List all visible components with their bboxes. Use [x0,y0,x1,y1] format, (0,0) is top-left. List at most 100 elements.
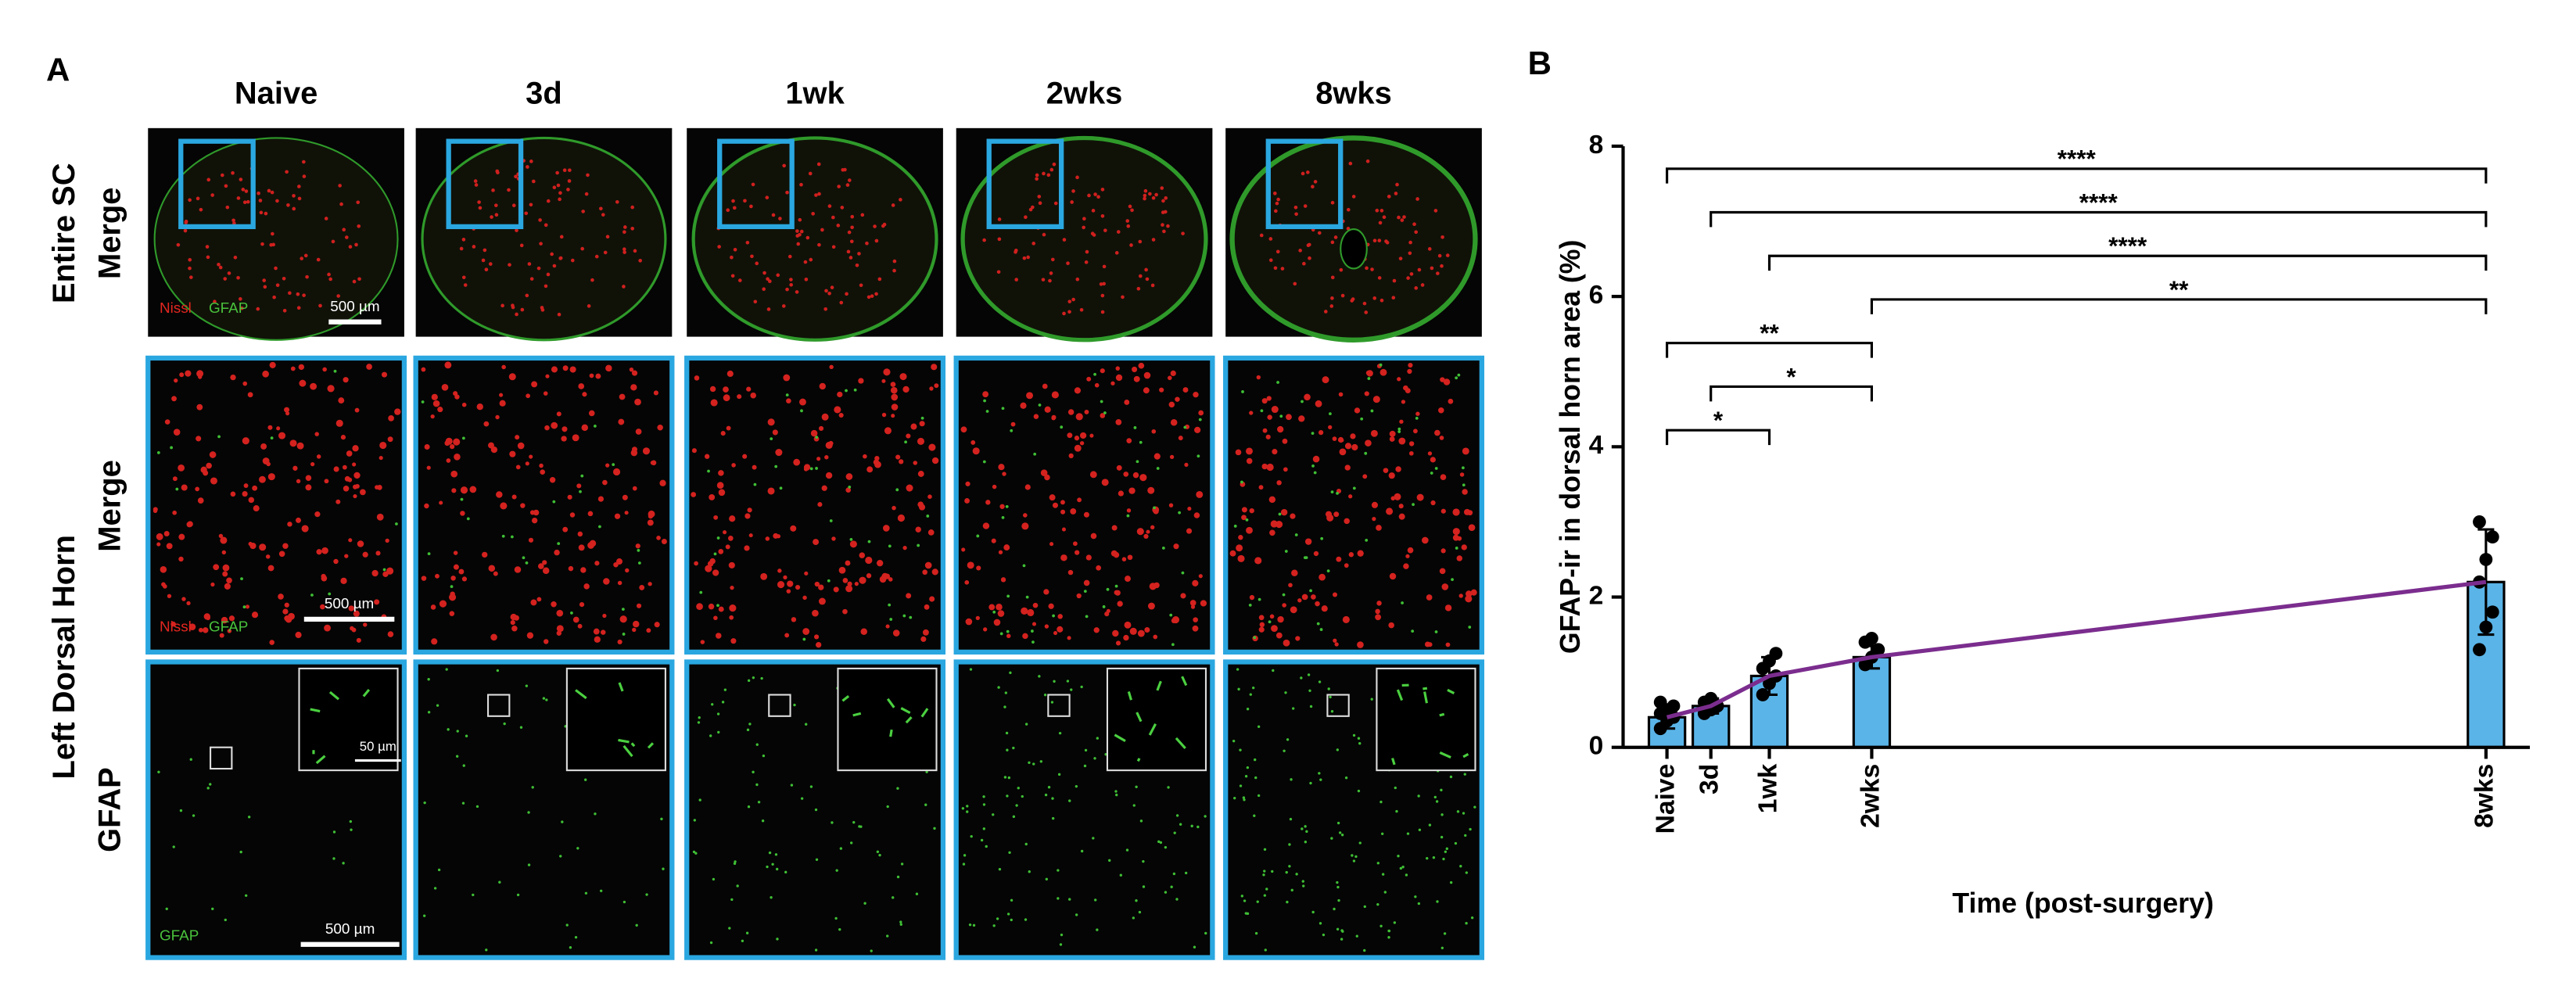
cell [528,537,534,543]
astrocyte [1033,452,1037,456]
cell [847,581,852,586]
cell [1268,258,1273,263]
cell [1060,500,1065,505]
astrocyte [1263,870,1266,873]
column-title: 8wks [1315,76,1392,110]
cell [533,509,540,516]
cell [983,627,988,632]
cell [1103,228,1107,232]
cell [991,538,996,543]
inset-process [1127,690,1132,701]
cell [1293,205,1298,210]
cell [731,463,736,468]
astrocyte [1003,776,1007,779]
astrocyte [779,486,783,490]
cell [297,196,302,201]
cell [1041,278,1046,282]
cell [458,568,465,575]
cell [544,639,549,644]
cell [343,486,350,492]
cell [1100,310,1105,314]
cell [352,462,357,467]
astrocyte [421,400,425,403]
cell [1184,462,1189,467]
astrocyte [966,805,969,808]
astrocyte [802,637,806,641]
cell [1057,614,1063,619]
astrocyte [1260,409,1264,413]
astrocyte [900,863,904,866]
cell [890,386,898,394]
astrocyte [1175,814,1179,817]
cell [206,255,210,260]
astrocyte [904,440,907,444]
cell [1394,192,1398,195]
astrocyte [1304,841,1308,844]
inset-process [1447,688,1455,694]
cell [353,610,360,617]
cell [648,514,654,519]
cell [1200,600,1207,607]
cell [840,206,845,210]
cell [227,629,232,633]
cell [799,229,804,234]
cell [421,576,427,581]
cell [1075,277,1080,282]
cell [595,373,601,379]
cell [184,219,188,224]
cell [1409,272,1414,276]
cell [559,627,564,632]
astrocyte [969,668,973,671]
astrocyte [1329,412,1332,416]
cell [1049,542,1054,547]
cell [1434,429,1440,436]
significance-label: ** [1760,319,1779,347]
cell [1246,447,1253,455]
astrocyte [1246,708,1250,711]
image-frame [684,355,946,655]
astrocyte [1380,832,1384,835]
cell [1050,257,1055,262]
cell [292,465,298,471]
cell [444,440,450,446]
cell [1033,414,1039,419]
astrocyte [1340,929,1344,932]
cell [961,547,966,552]
cell [249,542,257,550]
cell [1277,425,1284,433]
cell [1267,414,1272,420]
significance-bracket [1767,254,2488,271]
roi-box [178,138,256,230]
cell [865,241,869,246]
cell [527,262,532,266]
cell [1386,507,1394,515]
astrocyte [637,561,641,565]
row-label: GFAP [93,767,127,852]
cell [802,628,810,635]
cell [767,487,775,495]
astrocyte [845,389,848,393]
cell [831,536,836,541]
cell [730,638,737,644]
cell [449,611,455,616]
astrocyte [698,716,701,719]
astrocyte [1246,766,1250,769]
cell [1261,398,1268,404]
cell [460,511,465,516]
cell [866,295,871,299]
astrocyte [612,463,615,467]
inset-process [1423,687,1428,690]
inset-source [1326,694,1350,717]
cell [716,482,724,490]
astrocyte [1159,841,1163,845]
cell [1346,207,1351,212]
cell [289,439,297,447]
cell [744,513,751,519]
astrocyte [1164,891,1168,894]
cell [1044,624,1049,629]
astrocyte [1340,834,1344,837]
cell [783,374,791,382]
cell [1387,195,1391,199]
cell [221,550,227,555]
cell [529,160,533,163]
